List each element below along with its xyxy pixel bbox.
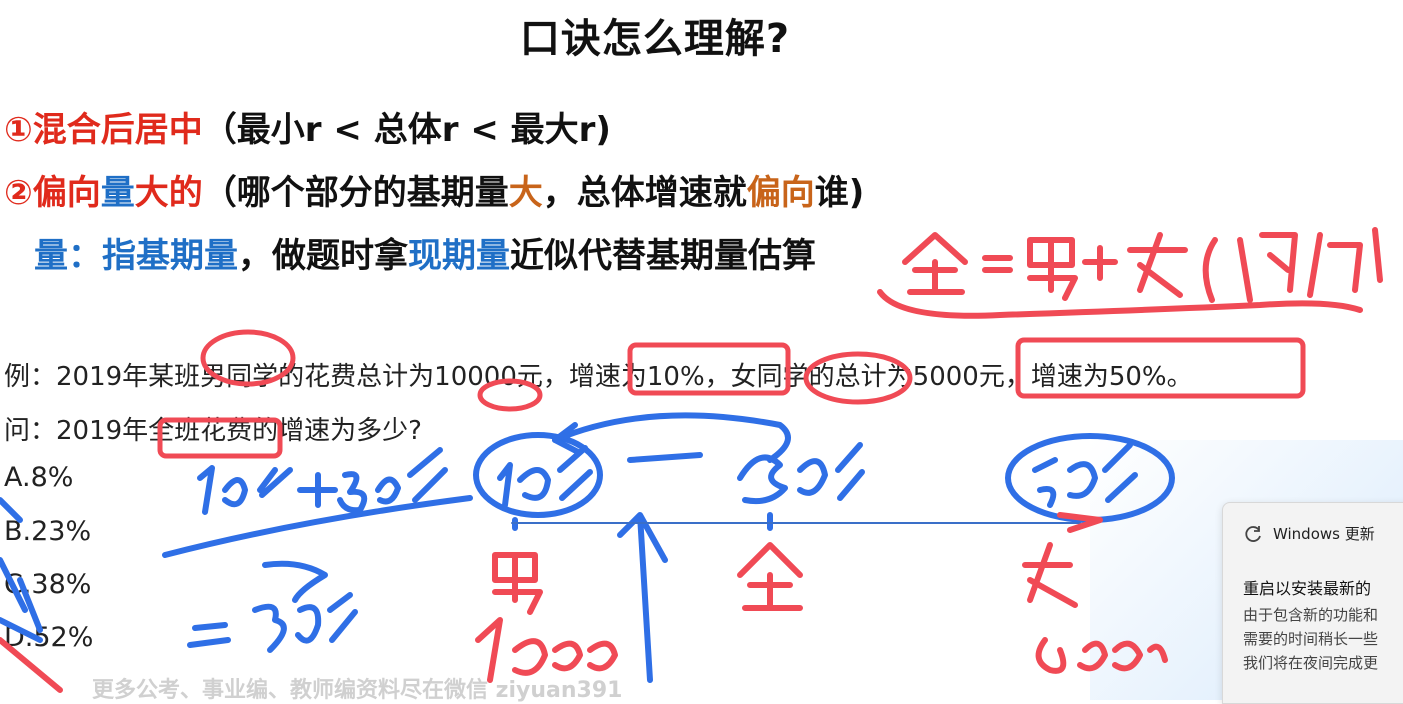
rule-3-part: 近似代替基期量估算 xyxy=(510,236,816,276)
notification-body: 由于包含新的功能和 需要的时间稍长一些 我们将在夜间完成更 xyxy=(1243,603,1378,675)
rule-2-part: 量 xyxy=(100,173,135,213)
refresh-icon xyxy=(1245,525,1261,542)
rule-1-tail: （最小r < 总体r < 最大r) xyxy=(202,110,611,150)
option-a: A.8% xyxy=(4,462,74,493)
slide-title: 口诀怎么理解? xyxy=(519,16,791,62)
red-ink-formula xyxy=(877,227,1383,319)
rule-2-part: 偏向 xyxy=(746,173,815,213)
notification-line: 由于包含新的功能和 xyxy=(1243,606,1379,624)
rule-3-part: 指基期量 xyxy=(102,236,238,276)
rule-3-part: ，做题时拿 xyxy=(238,236,408,276)
rule-2-part: 大的 xyxy=(134,173,203,213)
notification-app-name: Windows 更新 xyxy=(1273,525,1375,543)
blue-ink-calculation xyxy=(0,412,1175,683)
rule-1: ①混合后居中（最小r < 总体r < 最大r) xyxy=(4,102,611,151)
rule-2-part: （哪个部分的基期量 xyxy=(202,173,509,213)
red-ink-highlights xyxy=(157,329,1306,459)
rule-2-part: ，总体增速就 xyxy=(542,173,747,213)
windows-update-notification[interactable]: Windows 更新 重启以安装最新的 由于包含新的功能和 需要的时间稍长一些 … xyxy=(1222,502,1403,704)
rule-2-part: 谁) xyxy=(814,173,865,213)
rule-1-main: ①混合后居中 xyxy=(4,110,203,150)
notification-line: 我们将在夜间完成更 xyxy=(1243,654,1379,672)
notification-header: Windows 更新 xyxy=(1243,523,1375,544)
rule-3-part: 量： xyxy=(34,236,102,276)
rule-3-part: 现期量 xyxy=(408,236,510,276)
rule-2-part: ②偏向 xyxy=(4,173,101,213)
example-text: 例：2019年某班男同学的花费总计为10000元，增速为10%，女同学的总计为5… xyxy=(4,362,1193,392)
notification-line: 需要的时间稍长一些 xyxy=(1243,630,1379,648)
rule-2: ②偏向量大的（哪个部分的基期量大，总体增速就偏向谁) xyxy=(4,165,864,214)
notification-title: 重启以安装最新的 xyxy=(1243,579,1372,598)
rule-2-part: 大 xyxy=(508,173,543,213)
rule-3: 量：指基期量，做题时拿现期量近似代替基期量估算 xyxy=(34,228,816,277)
red-ink-labels xyxy=(0,512,1168,693)
